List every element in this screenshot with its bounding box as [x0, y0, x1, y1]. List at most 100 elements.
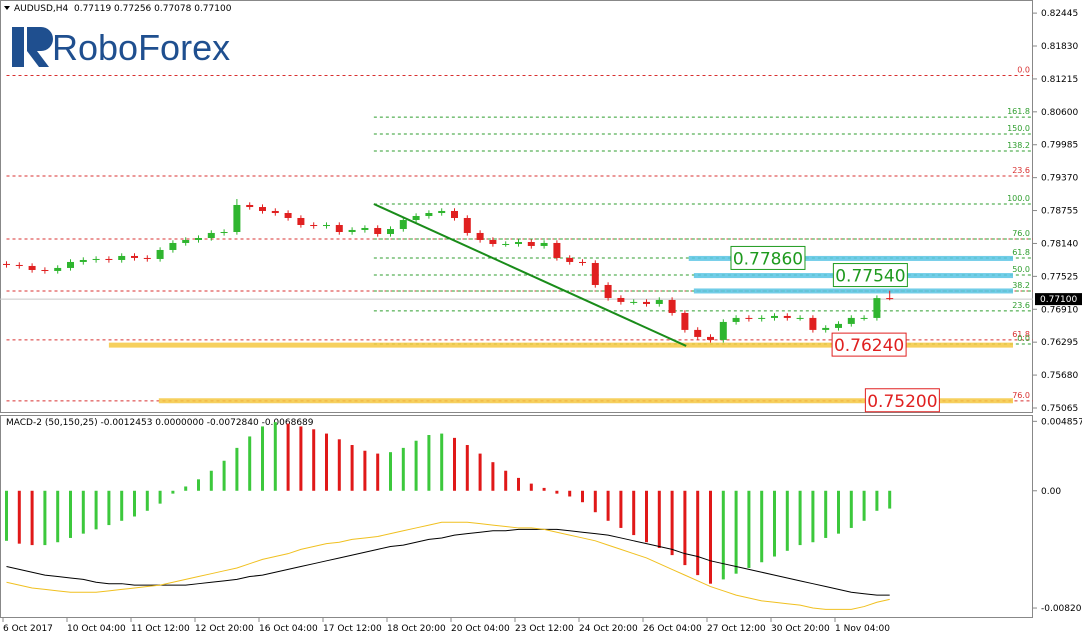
x-tick-label: 1 Nov 04:00 — [835, 624, 890, 634]
fib-level-label: 100.0 — [1007, 194, 1030, 203]
histogram-bar — [645, 490, 648, 543]
y-tick-label: 0.78140 — [1041, 239, 1078, 249]
fib-level-label: 23.6 — [1012, 166, 1030, 175]
histogram-bar — [709, 490, 712, 584]
fib-level-label: 161.8 — [1007, 107, 1030, 116]
candle-body — [579, 261, 586, 263]
y-tick-label: 0.75065 — [1041, 404, 1078, 414]
indicator-line — [6, 528, 890, 596]
candle-body — [271, 210, 279, 214]
histogram-bar — [273, 422, 277, 491]
histogram-bar — [235, 447, 239, 491]
annotation-box — [864, 388, 940, 413]
candle-body — [630, 301, 638, 303]
histogram-bar — [696, 490, 700, 576]
histogram-bar — [107, 490, 111, 526]
histogram-bar — [491, 462, 495, 491]
y-tick-label: 0.00 — [1041, 487, 1061, 497]
candle-body — [15, 264, 23, 266]
candle-body — [169, 242, 177, 250]
candle-body — [28, 265, 36, 270]
candle-body — [79, 259, 87, 262]
candle-body — [361, 227, 369, 230]
histogram-bar — [734, 490, 738, 574]
histogram-bar — [337, 439, 341, 491]
fib-level-label: 50.0 — [1012, 265, 1030, 274]
candle-body — [259, 207, 266, 211]
brand-name: RoboForex — [52, 27, 230, 68]
histogram-bar — [261, 426, 264, 491]
candle-body — [348, 229, 356, 233]
fib-level-label: 76.0 — [1012, 229, 1030, 238]
histogram-bar — [593, 490, 597, 513]
y-tick-label: 0.81830 — [1041, 42, 1078, 52]
logo: RoboForex — [12, 27, 230, 68]
candle-body — [297, 217, 305, 225]
x-tick-label: 10 Oct 04:00 — [67, 624, 126, 634]
histogram-bar — [81, 490, 85, 534]
fib-level-label: 61.8 — [1012, 248, 1030, 257]
candle-body — [540, 242, 548, 246]
histogram-bar — [798, 490, 802, 546]
annotation-box — [730, 245, 806, 270]
fib-level-label: 38.2 — [1012, 281, 1030, 290]
histogram-bar — [760, 490, 764, 563]
candle-body — [745, 317, 753, 319]
histogram-bar — [5, 490, 8, 541]
menu-arrow — [4, 6, 10, 10]
fib-level-label: 150.0 — [1007, 124, 1030, 133]
annotation-label: 0.77540 — [835, 267, 905, 287]
histogram-bar — [427, 435, 431, 491]
candle-body — [783, 315, 791, 318]
histogram-bar — [504, 470, 508, 491]
candle-body — [527, 242, 535, 246]
histogram-bar — [350, 445, 354, 491]
candle-body — [182, 239, 190, 243]
level-band — [108, 342, 1013, 348]
histogram-bar — [568, 490, 572, 497]
candle-body — [566, 257, 574, 262]
x-tick-label: 27 Oct 12:00 — [707, 624, 766, 634]
candle-body — [233, 204, 241, 233]
fib-level-label: 61.8 — [1012, 330, 1030, 339]
histogram-bar — [133, 490, 136, 517]
candle-body — [643, 301, 650, 304]
candle-body — [143, 257, 151, 259]
fib-level-label: 23.6 — [1012, 301, 1030, 310]
histogram-bar — [312, 429, 316, 491]
x-tick-label: 26 Oct 04:00 — [643, 624, 702, 634]
candle-body — [860, 317, 868, 319]
x-tick-label: 6 Oct 2017 — [3, 624, 53, 634]
histogram-bar — [555, 490, 559, 494]
candle-body — [374, 227, 382, 234]
y-tick-label: 0.78755 — [1041, 207, 1078, 217]
candle-body — [284, 213, 292, 218]
candle-body — [3, 263, 10, 265]
histogram-bar — [17, 490, 21, 544]
candle-body — [732, 317, 740, 322]
histogram-bar — [69, 490, 72, 538]
histogram-bar — [376, 453, 380, 491]
candle-body — [604, 284, 612, 298]
x-tick-label: 18 Oct 20:00 — [387, 624, 446, 634]
x-tick-label: 23 Oct 12:00 — [515, 624, 574, 634]
fib-level-label: 0.0 — [1017, 65, 1030, 74]
annotation-label: 0.75200 — [867, 392, 937, 412]
fib-level-label: 76.0 — [1012, 391, 1030, 400]
candle-body — [835, 323, 842, 328]
histogram-bar — [581, 490, 584, 503]
candle-body — [92, 258, 100, 260]
histogram-bar — [401, 447, 405, 491]
annotation-label: 0.77860 — [733, 249, 803, 269]
candle-body — [463, 217, 471, 233]
x-tick-label: 17 Oct 12:00 — [323, 624, 382, 634]
y-tick-label: 0.76295 — [1041, 338, 1078, 348]
candle-body — [591, 262, 599, 285]
y-tick-label: -0.008203 — [1041, 604, 1082, 614]
candle-body — [118, 255, 126, 260]
candle-body — [67, 261, 74, 268]
candle-body — [54, 267, 62, 271]
histogram-bar — [811, 490, 815, 543]
histogram-bar — [158, 490, 162, 504]
histogram-bar — [248, 436, 252, 491]
